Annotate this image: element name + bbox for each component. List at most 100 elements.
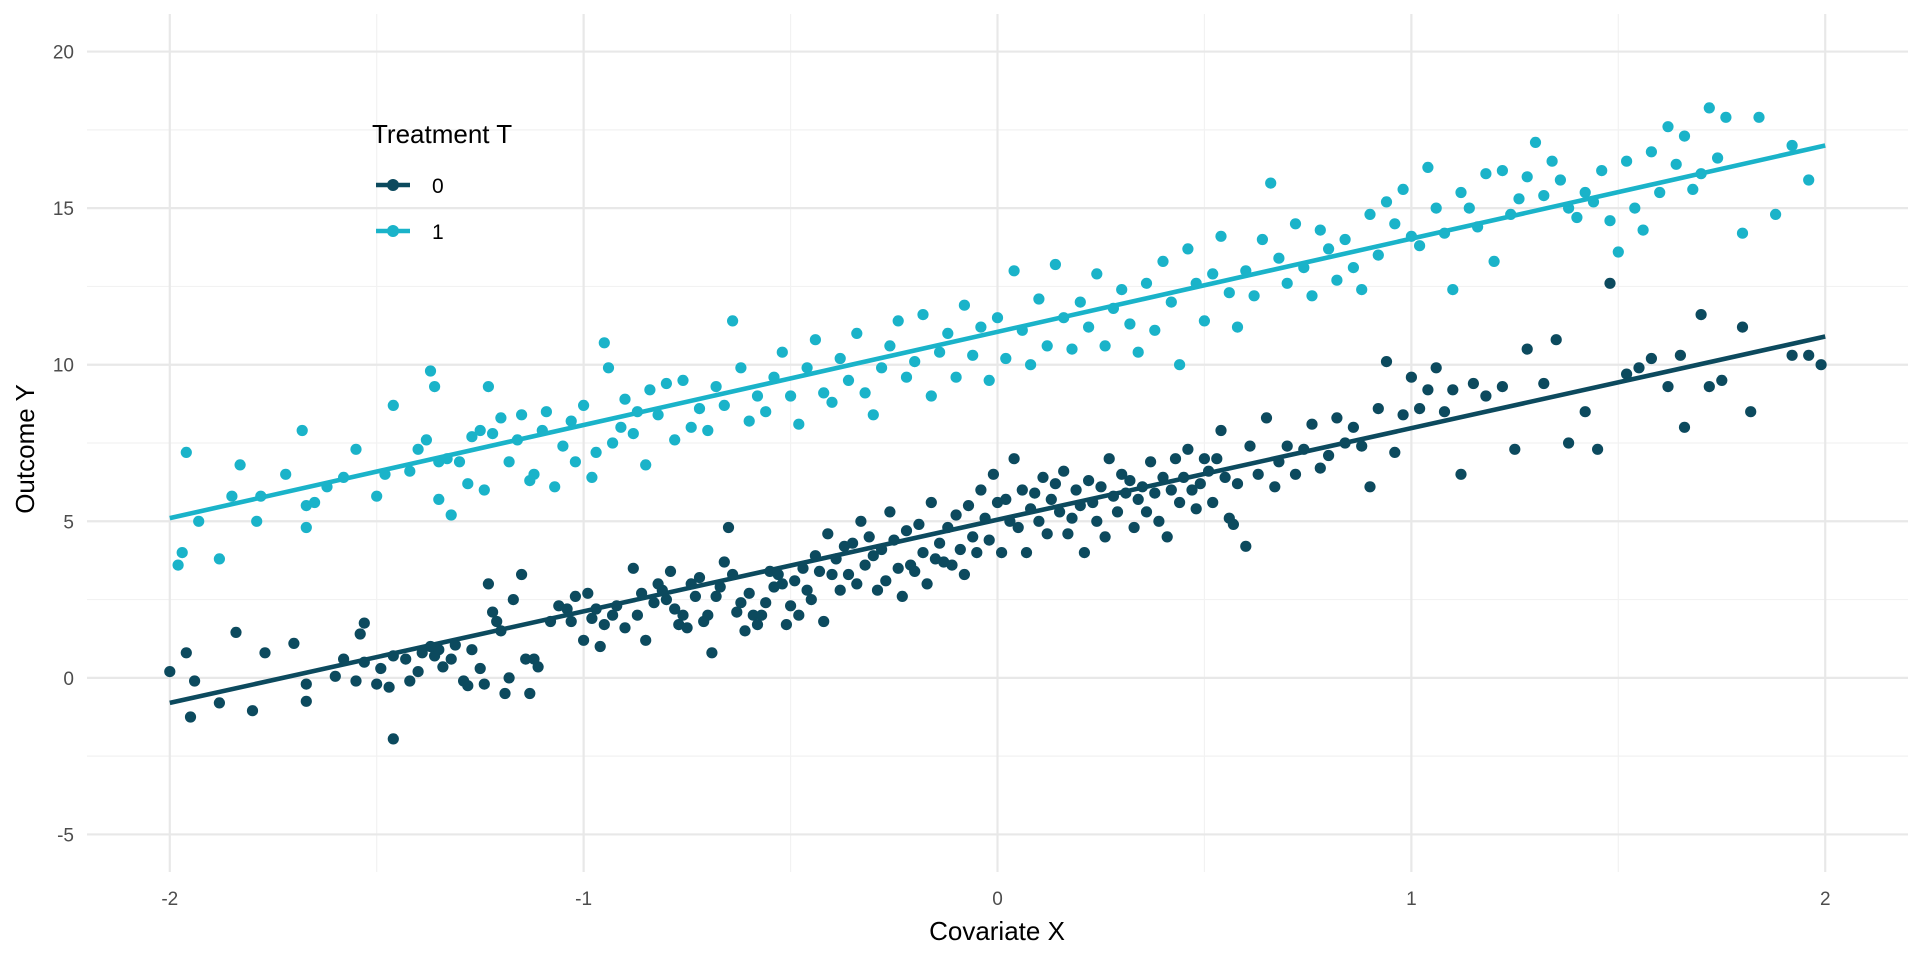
- data-point: [793, 418, 805, 430]
- legend-key-point: [387, 179, 399, 191]
- data-point: [590, 446, 602, 458]
- data-point: [1124, 475, 1136, 487]
- data-point: [1008, 453, 1020, 465]
- data-point: [1169, 453, 1182, 465]
- data-point: [487, 428, 499, 440]
- data-point: [1496, 165, 1508, 177]
- data-point: [1678, 130, 1691, 142]
- data-point: [693, 403, 706, 415]
- data-point: [681, 622, 693, 634]
- data-point: [1244, 440, 1256, 452]
- data-point: [934, 537, 946, 549]
- data-point: [1480, 390, 1492, 402]
- data-point: [412, 666, 424, 678]
- data-point: [1149, 487, 1161, 499]
- data-point: [735, 597, 747, 609]
- data-point: [851, 327, 863, 339]
- data-point: [1550, 334, 1562, 346]
- data-point: [1356, 440, 1368, 452]
- data-point: [1140, 506, 1153, 518]
- data-point: [1058, 465, 1070, 477]
- data-point: [975, 484, 987, 496]
- data-point: [619, 393, 631, 405]
- data-point: [801, 362, 813, 374]
- data-point: [971, 547, 983, 559]
- data-point: [1372, 403, 1384, 415]
- data-point: [1612, 246, 1624, 258]
- y-tick-label: 10: [53, 356, 74, 377]
- data-point: [404, 465, 416, 477]
- data-point: [1273, 252, 1285, 264]
- data-point: [1674, 349, 1686, 361]
- data-point: [280, 468, 292, 480]
- data-point: [1012, 521, 1024, 534]
- data-point: [1045, 493, 1057, 505]
- legend-title: Treatment T: [372, 119, 512, 149]
- data-point: [967, 531, 979, 543]
- data-point: [1331, 412, 1343, 424]
- data-point: [1736, 227, 1749, 239]
- data-point: [1380, 196, 1393, 208]
- data-point: [1786, 349, 1798, 361]
- data-point: [1372, 249, 1384, 261]
- data-point: [1078, 547, 1090, 559]
- data-point: [760, 597, 772, 609]
- data-point: [1000, 352, 1012, 365]
- data-point: [851, 578, 863, 590]
- data-point: [1645, 146, 1657, 158]
- data-point: [1248, 290, 1260, 302]
- data-point: [1223, 287, 1235, 299]
- data-point: [226, 490, 238, 502]
- data-point: [569, 590, 582, 603]
- data-point: [718, 399, 730, 411]
- data-point: [1211, 453, 1223, 465]
- data-point: [727, 315, 739, 327]
- data-point: [627, 428, 639, 440]
- data-point: [735, 362, 747, 374]
- grid: [87, 14, 1908, 872]
- data-point: [1687, 183, 1699, 195]
- data-point: [1712, 152, 1724, 164]
- data-point: [404, 675, 416, 687]
- x-tick-label: -2: [161, 889, 178, 910]
- data-point: [805, 594, 817, 606]
- data-point: [561, 603, 573, 615]
- data-point: [1414, 403, 1426, 415]
- data-point: [1546, 155, 1558, 167]
- data-point: [300, 695, 312, 707]
- data-point: [491, 615, 503, 628]
- data-point: [1637, 224, 1649, 236]
- data-point: [478, 484, 490, 496]
- data-point: [296, 424, 308, 437]
- data-point: [1066, 343, 1078, 355]
- data-point: [1227, 518, 1239, 531]
- y-tick-label: -5: [57, 825, 74, 846]
- data-point: [1269, 481, 1281, 493]
- data-point: [760, 406, 772, 418]
- data-point: [433, 644, 445, 656]
- data-point: [1447, 384, 1459, 396]
- data-point: [1513, 193, 1525, 205]
- data-point: [354, 628, 366, 640]
- data-point: [1289, 218, 1302, 230]
- data-point: [524, 687, 536, 700]
- data-point: [996, 547, 1008, 559]
- data-point: [453, 456, 466, 468]
- data-point: [1571, 211, 1583, 224]
- data-point: [412, 443, 424, 455]
- data-point: [1596, 165, 1608, 177]
- data-point: [300, 678, 312, 690]
- data-point: [1190, 503, 1202, 515]
- data-point: [826, 396, 838, 408]
- data-point: [1654, 186, 1666, 199]
- data-point: [532, 661, 544, 673]
- data-point: [300, 521, 312, 534]
- data-point: [1025, 359, 1037, 371]
- data-point: [549, 481, 561, 493]
- data-point: [1174, 496, 1186, 509]
- data-point: [1592, 443, 1604, 455]
- data-point: [1662, 381, 1674, 393]
- data-point: [462, 680, 474, 692]
- data-point: [1662, 121, 1674, 133]
